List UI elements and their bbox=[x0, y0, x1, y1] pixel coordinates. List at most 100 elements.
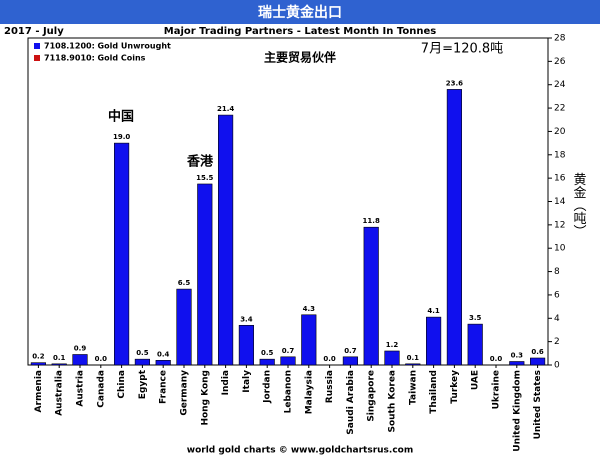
value-label: 19.0 bbox=[113, 133, 130, 141]
value-label: 1.2 bbox=[386, 341, 399, 349]
value-label-bg bbox=[258, 348, 277, 359]
y-tick-label: 24 bbox=[554, 80, 566, 90]
bar bbox=[259, 358, 275, 366]
x-tick-label: Egypt bbox=[138, 369, 148, 399]
x-tick-label: Austria bbox=[76, 370, 86, 407]
value-label: 0.6 bbox=[531, 348, 544, 356]
x-tick-label: Hong Kong bbox=[200, 370, 210, 426]
x-tick-label: Singapore bbox=[367, 370, 377, 422]
value-label-bg bbox=[424, 306, 443, 317]
y-tick-label: 16 bbox=[554, 174, 566, 184]
y-axis-label: 黄金（吨） bbox=[571, 173, 587, 238]
y-tick-label: 22 bbox=[554, 104, 565, 114]
period: 2017 - July bbox=[4, 26, 64, 37]
y-tick-label: 18 bbox=[554, 150, 566, 160]
value-label-bg bbox=[383, 339, 401, 350]
value-label: 0.0 bbox=[490, 355, 503, 363]
y-tick-label: 0 bbox=[554, 361, 560, 371]
x-tick-label: Saudi Arabia bbox=[346, 370, 356, 435]
bar bbox=[426, 316, 442, 366]
x-tick-label: China bbox=[117, 370, 127, 399]
y-tick-label: 8 bbox=[554, 267, 560, 277]
bar bbox=[467, 323, 483, 366]
value-label: 0.0 bbox=[95, 355, 108, 363]
value-label: 0.7 bbox=[344, 347, 357, 355]
x-tick-label: South Korea bbox=[388, 370, 398, 433]
bar bbox=[72, 354, 88, 366]
y-tick-label: 14 bbox=[554, 197, 566, 207]
value-label: 0.7 bbox=[282, 347, 295, 355]
legend-swatch bbox=[34, 43, 40, 49]
value-label: 4.3 bbox=[303, 305, 316, 313]
x-tick-label: Ukraine bbox=[492, 370, 502, 409]
value-label-bg bbox=[71, 343, 89, 354]
x-tick-label: Italy bbox=[242, 370, 252, 393]
bar bbox=[51, 363, 67, 366]
legend-label: 7118.9010: Gold Coins bbox=[44, 54, 146, 63]
value-label-bg bbox=[279, 345, 297, 356]
value-label-bg bbox=[466, 313, 485, 324]
bar bbox=[155, 360, 171, 366]
bar bbox=[530, 357, 546, 366]
x-tick-label: Jordan bbox=[263, 370, 273, 404]
subtitle: Major Trading Partners - Latest Month In… bbox=[164, 26, 436, 37]
y-tick-label: 28 bbox=[554, 34, 566, 44]
legend-label: 7108.1200: Gold Unwrought bbox=[44, 42, 171, 51]
y-tick-label: 20 bbox=[554, 127, 566, 137]
y-tick-label: 4 bbox=[554, 314, 560, 324]
value-label: 21.4 bbox=[217, 105, 234, 113]
x-tick-label: Germany bbox=[180, 370, 190, 416]
x-tick-label: Canada bbox=[96, 370, 106, 408]
x-tick-label: Lebanon bbox=[284, 370, 294, 413]
value-label: 6.5 bbox=[178, 279, 191, 287]
bar bbox=[446, 89, 462, 366]
bar bbox=[363, 226, 379, 366]
y-tick-label: 10 bbox=[554, 244, 566, 254]
value-label-bg bbox=[320, 354, 339, 364]
y-tick-label: 12 bbox=[554, 220, 565, 230]
x-tick-label: Thailand bbox=[429, 370, 439, 414]
x-tick-label: Malaysia bbox=[304, 370, 314, 414]
footer: world gold charts © www.goldchartsrus.co… bbox=[187, 446, 413, 456]
bar bbox=[509, 361, 525, 366]
value-label: 0.1 bbox=[53, 354, 66, 362]
x-tick-label: France bbox=[159, 370, 169, 404]
legend-swatch bbox=[34, 55, 40, 61]
value-label: 0.5 bbox=[261, 349, 274, 357]
value-label-bg bbox=[154, 349, 173, 360]
x-tick-label: Armenia bbox=[34, 370, 44, 412]
annotation: 中国 bbox=[108, 109, 134, 125]
x-tick-label: United Kingdom bbox=[512, 370, 522, 452]
bar bbox=[238, 324, 254, 366]
bar bbox=[342, 356, 358, 366]
bar bbox=[30, 362, 46, 366]
x-tick-label: India bbox=[221, 370, 231, 395]
value-label: 0.4 bbox=[157, 350, 170, 358]
bar bbox=[218, 114, 234, 366]
value-label-bg bbox=[299, 303, 318, 314]
annotation: 香港 bbox=[186, 154, 214, 170]
value-label-bg bbox=[175, 278, 193, 289]
value-label: 0.0 bbox=[323, 355, 336, 363]
chart-title: 瑞士黄金出口 bbox=[258, 4, 342, 21]
value-label: 0.3 bbox=[511, 351, 524, 359]
value-label-bg bbox=[507, 350, 526, 361]
value-label-bg bbox=[50, 352, 69, 363]
x-tick-label: Taiwan bbox=[408, 370, 418, 405]
value-label: 11.8 bbox=[363, 217, 380, 225]
bar bbox=[384, 350, 400, 366]
value-label: 15.5 bbox=[196, 174, 213, 182]
bar bbox=[176, 288, 192, 366]
x-tick-label: United States bbox=[533, 370, 543, 439]
value-label: 0.1 bbox=[407, 354, 420, 362]
x-tick-label: Australia bbox=[55, 370, 65, 416]
x-tick-label: UAE bbox=[471, 370, 481, 390]
value-label: 0.9 bbox=[74, 344, 87, 352]
bar bbox=[405, 363, 421, 366]
y-tick-label: 26 bbox=[554, 57, 566, 67]
value-label-bg bbox=[91, 354, 110, 364]
bar bbox=[197, 183, 213, 366]
value-label: 3.5 bbox=[469, 314, 482, 322]
value-label-bg bbox=[403, 352, 422, 363]
value-label: 3.4 bbox=[240, 315, 253, 323]
